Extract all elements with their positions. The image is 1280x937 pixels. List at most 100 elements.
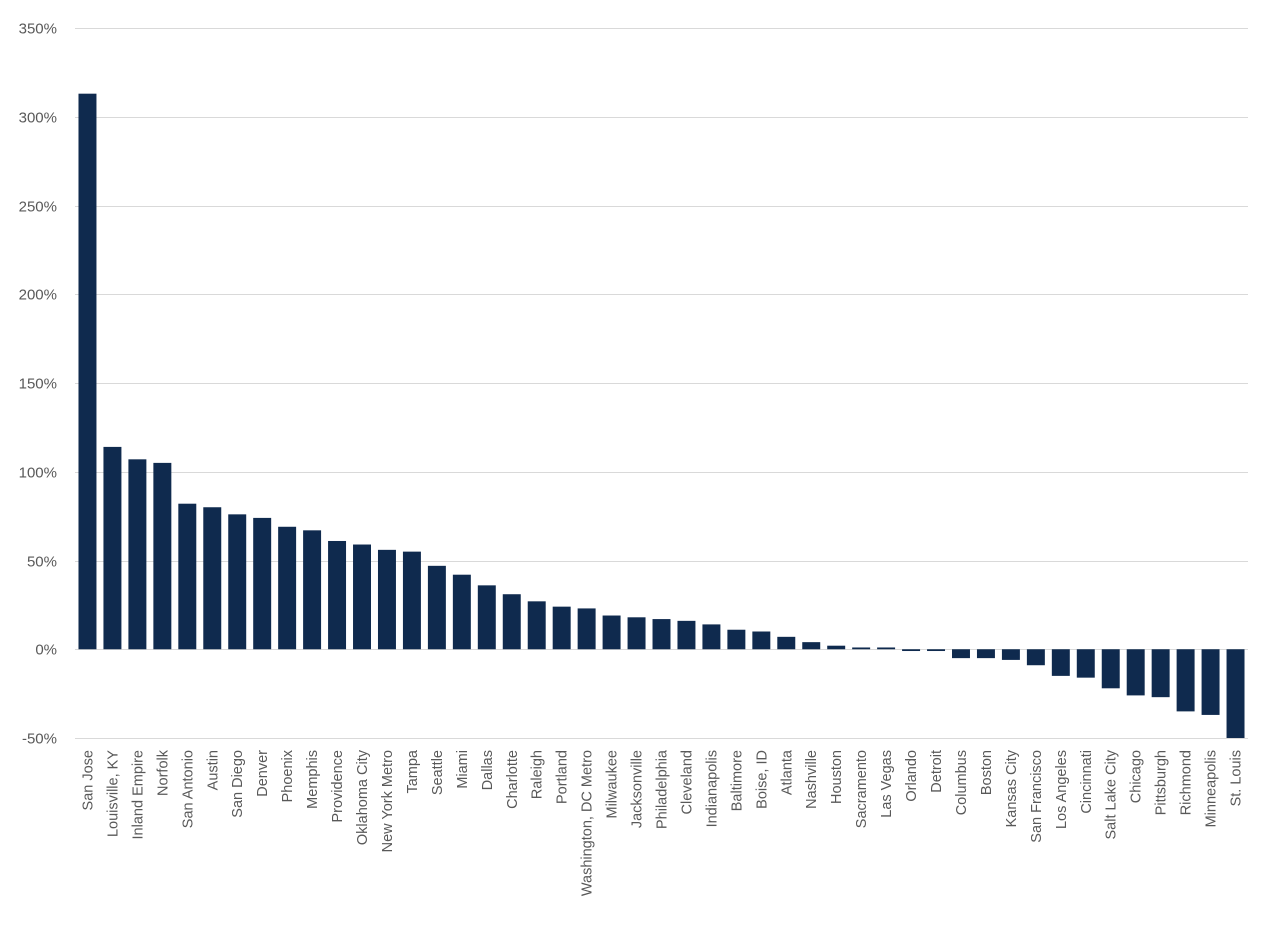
bar <box>927 649 946 652</box>
bar <box>677 620 696 650</box>
bar <box>752 631 771 650</box>
y-tick-label: 300% <box>19 110 57 127</box>
bar <box>178 503 197 650</box>
x-category-label: Atlanta <box>779 749 795 795</box>
x-category-label: Columbus <box>954 750 970 815</box>
bar <box>1226 649 1245 738</box>
bar <box>78 93 97 650</box>
x-category-label: Phoenix <box>280 749 296 802</box>
x-category-label: San Francisco <box>1029 750 1045 843</box>
x-category-label: Dallas <box>480 750 496 790</box>
bars <box>78 93 1245 738</box>
x-category-label: Boise, ID <box>754 750 770 809</box>
x-category-label: Charlotte <box>505 750 521 809</box>
bar <box>1101 649 1120 689</box>
bar <box>1001 649 1020 660</box>
x-category-label: Cleveland <box>679 750 695 815</box>
x-category-label: Portland <box>555 750 571 804</box>
y-tick-label: 250% <box>19 199 57 216</box>
bar <box>253 517 272 650</box>
x-category-label: Houston <box>829 750 845 804</box>
y-tick-label: 0% <box>35 642 57 659</box>
x-category-label: San Diego <box>230 750 246 818</box>
x-category-label: San Antonio <box>180 750 196 828</box>
y-axis-tick-labels: -50% 0% 50% 100% 150% 200% 250% 300% 350% <box>19 21 57 748</box>
bar <box>303 530 322 650</box>
x-category-label: Nashville <box>804 750 820 809</box>
bar <box>727 629 746 650</box>
x-category-label: Louisville, KY <box>105 750 121 837</box>
bar <box>702 624 721 650</box>
x-axis-category-labels: San Jose Louisville, KY Inland Empire Norfo… <box>80 749 1244 896</box>
x-category-label: San Jose <box>80 750 96 810</box>
bar <box>278 526 297 650</box>
y-tick-label: 50% <box>27 554 57 571</box>
x-category-label: Boston <box>979 750 995 795</box>
bar <box>477 585 496 650</box>
bar <box>128 459 147 650</box>
x-category-label: Milwaukee <box>605 750 621 819</box>
x-category-label: Tampa <box>405 749 421 793</box>
bar <box>652 619 671 650</box>
bar <box>353 544 371 650</box>
y-tick-label: 350% <box>19 21 57 38</box>
x-category-label: Memphis <box>305 750 321 809</box>
x-category-label: Miami <box>455 750 471 789</box>
x-category-label: St. Louis <box>1229 750 1245 806</box>
x-category-label: Las Vegas <box>879 750 895 818</box>
x-category-label: Cincinnati <box>1079 750 1095 814</box>
bar <box>1201 649 1220 715</box>
bar <box>627 617 646 650</box>
x-category-label: Indianapolis <box>704 750 720 827</box>
bar <box>402 551 421 650</box>
x-category-label: Austin <box>205 750 221 790</box>
x-category-label: Pittsburgh <box>1154 750 1170 815</box>
y-tick-label: -50% <box>22 731 57 748</box>
bar <box>827 645 846 650</box>
bar <box>802 642 821 650</box>
x-category-label: Washington, DC Metro <box>580 750 596 896</box>
bar <box>328 540 347 650</box>
x-category-label: Philadelphia <box>655 749 671 829</box>
bar <box>952 649 970 659</box>
bar <box>153 462 172 650</box>
bar <box>1076 649 1095 678</box>
bar <box>1126 649 1145 696</box>
x-category-label: Baltimore <box>729 750 745 811</box>
x-category-label: Chicago <box>1129 750 1145 803</box>
y-tick-label: 200% <box>19 287 57 304</box>
bar <box>452 574 471 650</box>
x-category-label: Denver <box>255 750 271 797</box>
x-category-label: Inland Empire <box>130 750 146 839</box>
x-category-label: Oklahoma City <box>355 749 371 845</box>
bar <box>902 649 921 652</box>
y-tick-label: 150% <box>19 376 57 393</box>
bar <box>377 549 396 650</box>
bar <box>527 601 546 650</box>
bar <box>777 636 796 650</box>
x-category-label: Orlando <box>904 750 920 802</box>
x-category-label: Norfolk <box>155 749 171 796</box>
bar <box>1151 649 1170 698</box>
x-category-label: Richmond <box>1179 750 1195 815</box>
x-category-label: Kansas City <box>1004 749 1020 827</box>
bar <box>1176 649 1195 712</box>
bar <box>852 647 871 650</box>
x-category-label: Detroit <box>929 750 945 793</box>
x-category-label: Minneapolis <box>1204 750 1220 827</box>
bar <box>228 514 247 650</box>
x-category-label: Salt Lake City <box>1104 749 1120 839</box>
x-category-label: Raleigh <box>530 750 546 799</box>
bar <box>1026 649 1045 666</box>
y-tick-label: 100% <box>19 465 57 482</box>
bar <box>976 649 995 659</box>
bar <box>1051 649 1070 676</box>
bar <box>203 507 222 650</box>
x-category-label: New York Metro <box>380 750 396 852</box>
bar <box>577 608 596 650</box>
bar <box>103 446 122 650</box>
x-category-label: Providence <box>330 750 346 823</box>
x-category-label: Sacramento <box>854 750 870 828</box>
x-category-label: Los Angeles <box>1054 750 1070 829</box>
